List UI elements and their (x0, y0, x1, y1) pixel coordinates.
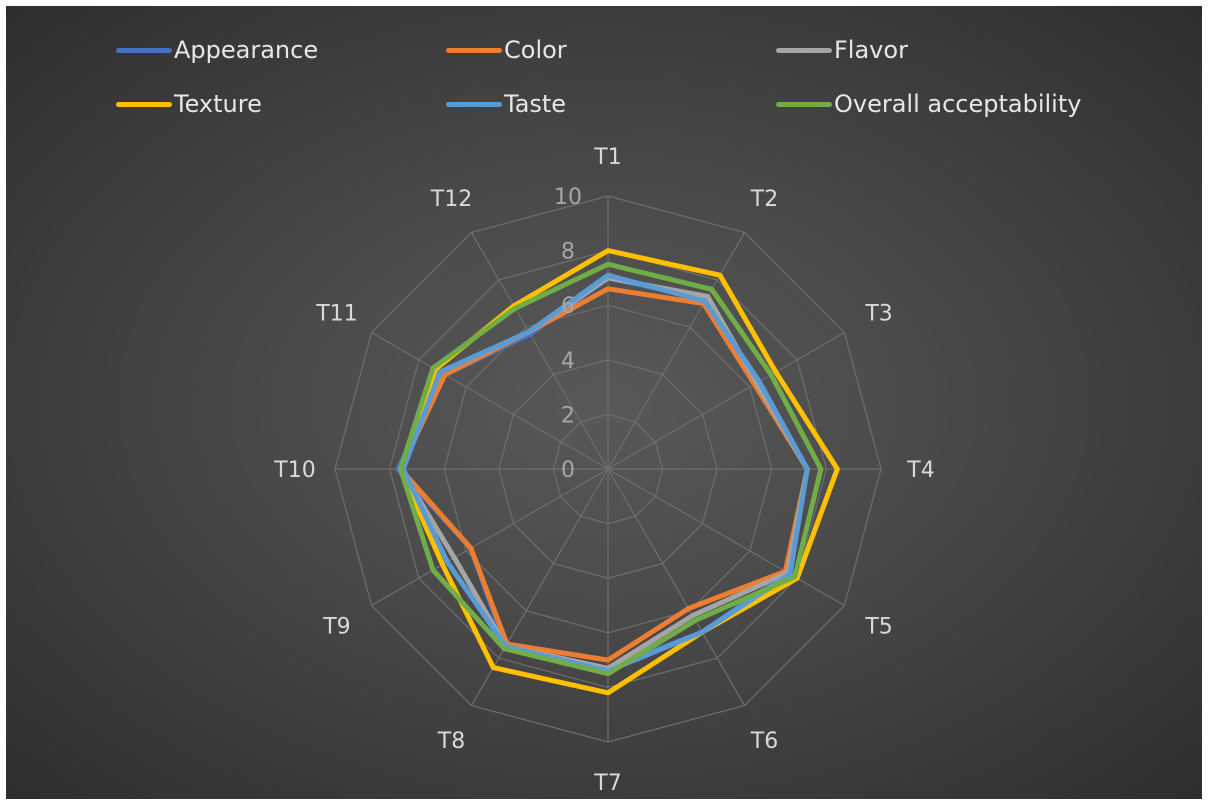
grid-spoke (607, 468, 845, 607)
series-texture (398, 248, 840, 696)
category-label: T8 (437, 729, 465, 754)
category-label: T11 (315, 302, 357, 327)
legend-swatch (116, 47, 172, 53)
category-label: T9 (322, 615, 350, 640)
tick-label: 2 (561, 403, 575, 428)
grid-spoke (371, 331, 609, 470)
series-group (395, 248, 840, 696)
legend-item-taste: Taste (446, 86, 566, 122)
category-label: T6 (750, 729, 778, 754)
series-overall-acceptability (398, 261, 824, 677)
category-label: T5 (864, 615, 892, 640)
legend-item-texture: Texture (116, 86, 262, 122)
category-label: T10 (273, 458, 315, 483)
category-label: T1 (593, 145, 621, 170)
legend-item-overall-acceptability: Overall acceptability (776, 86, 1081, 122)
tick-label: 10 (554, 185, 582, 210)
legend-swatch (446, 47, 502, 53)
legend: Appearance Color Flavor Texture Taste Overall… (116, 32, 1186, 132)
legend-label: Flavor (834, 36, 908, 64)
tick-label: 8 (561, 240, 575, 265)
grid-spoke (371, 468, 609, 607)
category-label: T3 (864, 302, 892, 327)
grid-spoke (607, 331, 845, 470)
chart-area: Appearance Color Flavor Texture Taste Overall… (6, 6, 1202, 799)
legend-item-appearance: Appearance (116, 32, 318, 68)
radar-chart: 0 2 4 6 8 10 T1 T2 T3 T4 T5 T6 T7 T8 T9 T10 T11 T12 (273, 145, 934, 796)
legend-item-flavor: Flavor (776, 32, 908, 68)
legend-swatch (776, 101, 832, 107)
legend-swatch (446, 101, 502, 107)
legend-item-color: Color (446, 32, 567, 68)
category-label: T4 (906, 458, 934, 483)
tick-label: 4 (561, 349, 575, 374)
tick-label: 6 (561, 294, 575, 319)
category-label: T7 (593, 771, 621, 796)
grid-spoke (470, 232, 609, 470)
tick-label: 0 (561, 458, 575, 483)
legend-label: Appearance (174, 36, 319, 64)
legend-label: Overall acceptability (834, 90, 1082, 118)
legend-label: Texture (174, 90, 262, 118)
grid-spoke (607, 232, 746, 470)
series-color (398, 286, 810, 663)
legend-swatch (776, 47, 832, 53)
legend-swatch (116, 101, 172, 107)
grid-spoke (607, 468, 746, 706)
category-label: T12 (430, 187, 472, 212)
category-label: T2 (750, 187, 778, 212)
legend-label: Taste (504, 90, 567, 118)
legend-label: Color (504, 36, 567, 64)
